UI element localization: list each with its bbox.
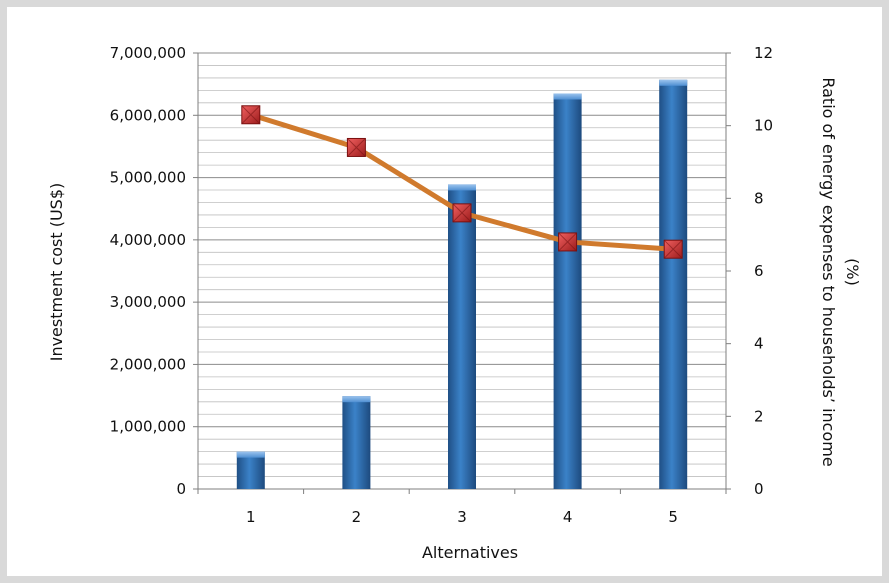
y2-axis-title-line2: (%)	[843, 258, 862, 286]
line-series	[241, 105, 683, 259]
y-axis-title: Investment cost (US$)	[47, 183, 66, 362]
y2-tick-label: 4	[754, 335, 764, 353]
line-marker-bevel	[663, 239, 683, 259]
x-tick-label: 1	[246, 508, 256, 526]
x-tick-label: 2	[352, 508, 362, 526]
bar-cap	[448, 184, 476, 191]
x-tick-label: 5	[668, 508, 678, 526]
y-tick-label: 7,000,000	[110, 44, 186, 62]
bar-series	[236, 79, 688, 489]
y-tick-label: 6,000,000	[110, 106, 186, 124]
y2-axis-title-line1: Ratio of energy expenses to households’ …	[819, 77, 838, 466]
y2-tick-label: 12	[754, 44, 773, 62]
line-marker-bevel	[558, 232, 577, 252]
x-tick-label: 3	[457, 508, 467, 526]
x-tick-label: 4	[563, 508, 573, 526]
y2-tick-label: 10	[754, 117, 773, 135]
y-tick-label: 4,000,000	[110, 231, 186, 249]
bar-cap	[236, 451, 265, 458]
y-tick-label: 3,000,000	[110, 293, 186, 311]
bar-cap	[553, 93, 582, 100]
bar	[448, 184, 476, 489]
line-marker-bevel	[347, 138, 366, 157]
y-tick-label: 1,000,000	[110, 418, 186, 436]
x-axis-title: Alternatives	[422, 543, 518, 562]
bar-cap	[659, 79, 688, 86]
bar-cap	[342, 396, 371, 403]
bar	[236, 451, 265, 489]
y2-tick-label: 6	[754, 262, 764, 280]
bar	[659, 79, 688, 489]
y-tick-label: 0	[176, 480, 186, 498]
bar	[342, 396, 371, 489]
y-tick-label: 5,000,000	[110, 169, 186, 187]
line-marker-bevel	[241, 105, 261, 125]
y2-tick-label: 2	[754, 407, 764, 425]
tick-labels: 0 1,000,000 2,000,000 3,000,000 4,000,000 5,0…	[110, 44, 773, 526]
y2-tick-label: 8	[754, 189, 764, 207]
line-marker-bevel	[452, 203, 472, 223]
y2-tick-label: 0	[754, 480, 764, 498]
bar	[553, 93, 582, 489]
y-tick-label: 2,000,000	[110, 355, 186, 373]
